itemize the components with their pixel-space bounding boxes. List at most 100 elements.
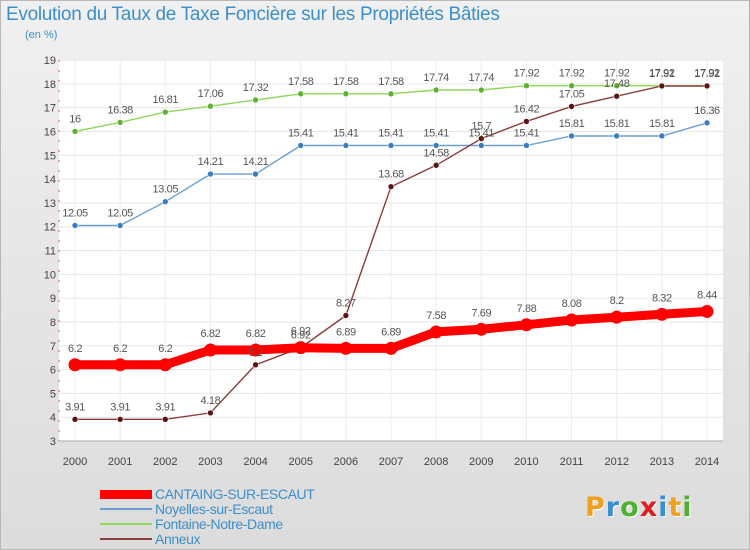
point-3 bbox=[71, 416, 79, 423]
data-label: 17.92 bbox=[559, 68, 585, 80]
x-tick-label: 2011 bbox=[560, 456, 584, 468]
point-3 bbox=[342, 312, 350, 319]
point-3 bbox=[432, 161, 440, 169]
point-0 bbox=[158, 358, 172, 372]
y-tick-label: 12 bbox=[44, 222, 56, 234]
data-label: 15.81 bbox=[649, 118, 675, 130]
legend-label-1: Noyelles-sur-Escaut bbox=[155, 501, 273, 517]
point-0 bbox=[565, 313, 579, 327]
data-label: 3.91 bbox=[110, 401, 130, 413]
x-tick-label: 2002 bbox=[153, 456, 177, 468]
y-tick-label: 11 bbox=[45, 246, 56, 258]
point-2 bbox=[432, 86, 440, 94]
y-tick-label: 9 bbox=[50, 293, 56, 305]
data-label: 15.41 bbox=[333, 127, 359, 139]
y-tick-label: 6 bbox=[50, 365, 56, 377]
chart-title: Evolution du Taux de Taxe Foncière sur l… bbox=[6, 4, 500, 25]
data-label: 3.91 bbox=[65, 401, 85, 413]
data-label: 15.41 bbox=[378, 127, 404, 139]
y-tick-label: 19 bbox=[44, 55, 56, 67]
point-1 bbox=[432, 142, 440, 149]
logo-letter: x bbox=[639, 492, 659, 523]
data-label: 17.58 bbox=[378, 76, 404, 88]
point-2 bbox=[387, 90, 395, 98]
point-3 bbox=[613, 92, 621, 100]
x-tick-label: 2005 bbox=[288, 456, 312, 468]
data-label: 6.2 bbox=[113, 343, 127, 355]
point-0 bbox=[294, 341, 308, 355]
data-label: 17.48 bbox=[604, 78, 630, 90]
point-0 bbox=[655, 307, 669, 321]
data-label: 8.2 bbox=[610, 295, 624, 307]
x-tick-label: 2001 bbox=[108, 456, 132, 468]
point-2 bbox=[568, 82, 575, 90]
point-0 bbox=[339, 341, 353, 355]
y-tick-label: 13 bbox=[44, 198, 56, 210]
legend-label-2: Fontaine-Notre-Dame bbox=[155, 516, 283, 532]
y-tick-label: 16 bbox=[44, 126, 56, 138]
logo-letter: r bbox=[605, 492, 621, 523]
data-label: 8.32 bbox=[652, 292, 672, 304]
x-tick-label: 2012 bbox=[604, 456, 628, 468]
data-label: 4.18 bbox=[201, 395, 221, 407]
data-label: 15.41 bbox=[423, 127, 449, 139]
data-label: 6.2 bbox=[249, 347, 263, 359]
point-2 bbox=[116, 119, 124, 126]
point-1 bbox=[71, 222, 79, 229]
data-label: 15.81 bbox=[604, 118, 630, 130]
x-tick-label: 2013 bbox=[650, 456, 674, 468]
point-2 bbox=[161, 108, 169, 116]
data-label: 7.58 bbox=[426, 310, 446, 322]
legend-swatch-1 bbox=[100, 508, 152, 510]
y-tick-label: 17 bbox=[44, 103, 56, 115]
data-label: 16 bbox=[69, 113, 81, 125]
legend-swatch-2 bbox=[100, 523, 152, 525]
data-label: 17.92 bbox=[649, 68, 675, 80]
point-1 bbox=[161, 198, 169, 205]
point-2 bbox=[252, 96, 259, 104]
logo-letter: t bbox=[668, 492, 683, 523]
data-label: 16.36 bbox=[694, 105, 720, 117]
x-tick-label: 2007 bbox=[379, 456, 403, 468]
data-label: 16.38 bbox=[107, 104, 133, 116]
point-0 bbox=[429, 325, 443, 339]
point-1 bbox=[703, 119, 711, 127]
proxiti-logo: Proxiti bbox=[585, 492, 693, 523]
x-tick-label: 2004 bbox=[243, 456, 267, 468]
logo-letter: P bbox=[585, 492, 606, 523]
point-0 bbox=[700, 304, 714, 318]
data-label: 15.81 bbox=[559, 118, 585, 130]
data-label: 6.92 bbox=[291, 326, 311, 338]
data-label: 6.2 bbox=[68, 343, 82, 355]
legend-swatch-0 bbox=[100, 490, 152, 499]
point-2 bbox=[613, 82, 621, 90]
data-label: 6.2 bbox=[158, 343, 172, 355]
point-1 bbox=[252, 170, 259, 178]
y-tick-label: 18 bbox=[44, 79, 56, 91]
point-1 bbox=[658, 132, 666, 140]
point-0 bbox=[384, 341, 398, 355]
y-tick-label: 8 bbox=[50, 317, 56, 329]
point-1 bbox=[568, 132, 575, 140]
y-tick-label: 10 bbox=[44, 269, 56, 281]
data-label: 16.42 bbox=[514, 103, 540, 115]
y-tick-label: 7 bbox=[50, 341, 56, 353]
point-2 bbox=[297, 90, 305, 98]
point-3 bbox=[568, 103, 575, 110]
data-label: 15.41 bbox=[514, 127, 540, 139]
point-1 bbox=[523, 142, 530, 149]
y-tick-label: 14 bbox=[44, 174, 56, 186]
data-label: 16.81 bbox=[153, 94, 179, 106]
logo-letter: i bbox=[682, 492, 693, 523]
point-3 bbox=[658, 82, 666, 90]
point-3 bbox=[703, 82, 711, 90]
data-label: 6.82 bbox=[201, 328, 221, 340]
point-1 bbox=[207, 170, 214, 178]
point-2 bbox=[342, 90, 350, 98]
point-0 bbox=[474, 322, 488, 336]
y-tick-label: 15 bbox=[44, 150, 56, 162]
data-label: 17.05 bbox=[559, 88, 585, 100]
data-label: 17.74 bbox=[423, 72, 449, 84]
point-2 bbox=[71, 128, 79, 135]
